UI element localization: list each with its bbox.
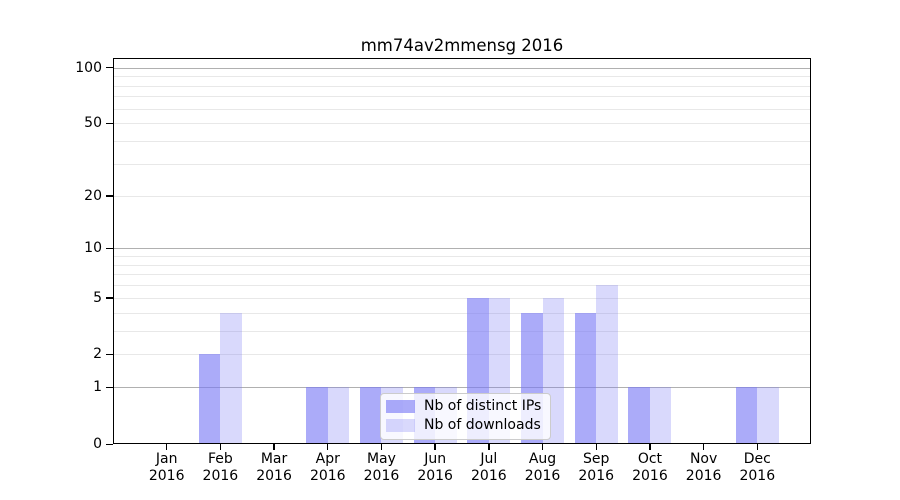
y-tick	[106, 122, 113, 125]
gridline-minor	[113, 108, 811, 110]
gridline-minor	[113, 297, 811, 299]
legend-entry-downloads: Nb of downloads	[386, 418, 541, 433]
x-tick	[165, 444, 168, 450]
legend-swatch-distinct-ips	[386, 400, 415, 413]
x-tick	[219, 444, 222, 450]
y-tick	[106, 247, 113, 250]
x-tick	[595, 444, 597, 450]
bar-downloads	[649, 387, 672, 444]
gridline-major	[113, 67, 811, 69]
y-tick-label: 10	[84, 240, 102, 257]
x-tick-label: Jun 2016	[417, 451, 453, 484]
x-tick-label: Nov 2016	[685, 451, 722, 484]
y-tick-label: 20	[84, 187, 102, 204]
y-tick-label: 2	[93, 346, 102, 363]
x-tick	[380, 444, 383, 450]
gridline-major	[113, 248, 811, 250]
legend-label-downloads: Nb of downloads	[424, 417, 541, 433]
gridline-minor	[113, 163, 811, 165]
bar-downloads	[757, 387, 779, 444]
chart-title: mm74av2mmensg 2016	[360, 36, 564, 55]
bar-distinct-ips	[306, 387, 328, 444]
gridline-minor	[113, 285, 811, 287]
x-tick	[702, 444, 705, 450]
gridline-minor	[113, 141, 811, 143]
legend-swatch-downloads	[386, 419, 415, 432]
bar-downloads	[596, 285, 618, 444]
x-tick-label: Apr 2016	[309, 451, 346, 484]
gridline-minor	[113, 85, 811, 87]
y-tick	[106, 386, 113, 389]
x-tick	[434, 444, 436, 450]
x-tick	[541, 444, 544, 450]
y-tick-label: 0	[93, 436, 102, 452]
bar-distinct-ips	[735, 387, 758, 444]
y-tick-label: 50	[84, 115, 102, 132]
x-tick-label: May 2016	[363, 451, 400, 484]
x-tick-label: Jul 2016	[471, 451, 507, 484]
x-tick-label: Feb 2016	[202, 451, 239, 484]
bar-distinct-ips	[359, 387, 382, 444]
bar-distinct-ips	[198, 354, 221, 444]
x-tick	[273, 444, 275, 450]
y-tick	[106, 297, 113, 299]
x-tick-label: Sep 2016	[578, 451, 615, 484]
x-tick-label: Dec 2016	[739, 451, 776, 484]
gridline-minor	[113, 123, 811, 125]
y-tick-label: 1	[93, 379, 102, 396]
gridline-minor	[113, 312, 811, 314]
legend: Nb of distinct IPs Nb of downloads	[380, 393, 552, 440]
legend-entry-distinct-ips: Nb of distinct IPs	[386, 399, 541, 414]
y-tick	[106, 443, 113, 445]
gridline-minor	[113, 354, 811, 356]
x-tick-label: Oct 2016	[632, 451, 668, 484]
bar-distinct-ips	[574, 312, 597, 444]
x-tick	[327, 444, 329, 450]
gridline-minor	[113, 274, 811, 276]
gridline-minor	[113, 256, 811, 258]
bar-distinct-ips	[628, 387, 650, 444]
y-tick	[106, 195, 113, 197]
y-tick	[106, 353, 113, 356]
gridline-minor	[113, 264, 811, 266]
bar-downloads	[220, 312, 242, 444]
x-tick	[756, 444, 758, 450]
gridline-minor	[113, 195, 811, 197]
bar-downloads	[327, 387, 350, 444]
x-tick-label: Aug 2016	[524, 451, 561, 484]
y-tick-label: 5	[93, 289, 102, 306]
gridline-major	[113, 387, 811, 389]
x-tick	[649, 444, 651, 450]
gridline-minor	[113, 330, 811, 332]
gridline-minor	[113, 96, 811, 98]
legend-label-distinct-ips: Nb of distinct IPs	[424, 398, 542, 414]
x-tick	[488, 444, 490, 450]
y-tick-label: 100	[75, 59, 102, 76]
y-tick	[106, 67, 113, 69]
x-tick-label: Mar 2016	[256, 451, 292, 484]
gridline-minor	[113, 76, 811, 78]
x-tick-label: Jan 2016	[148, 451, 185, 484]
